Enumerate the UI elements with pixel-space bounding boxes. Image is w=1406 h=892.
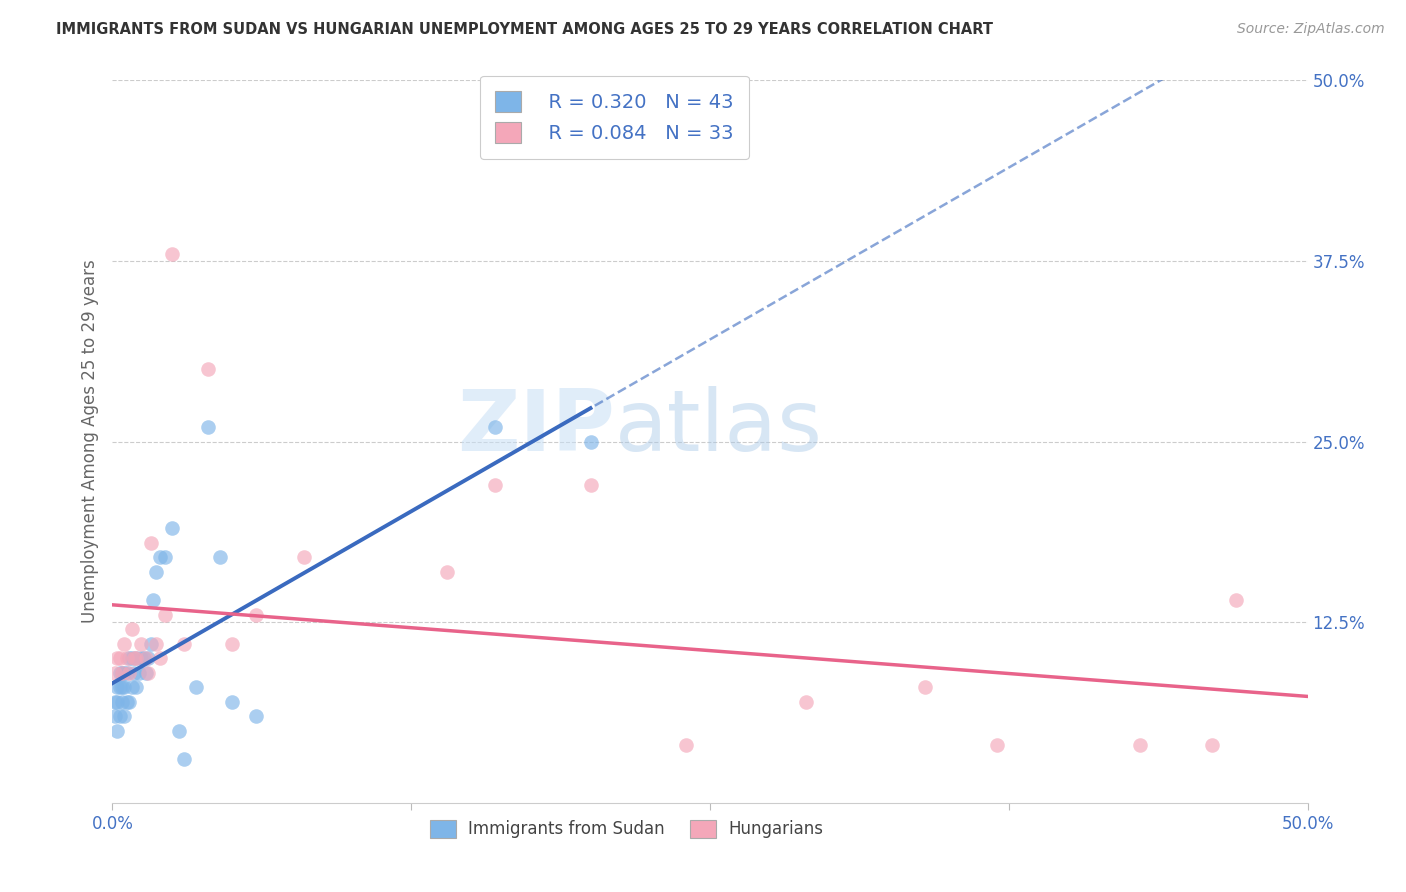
Point [115,695,138,709]
Point [125,680,148,694]
Point [221,637,243,651]
Point [132,651,155,665]
Point [108,665,131,680]
Point [111,665,134,680]
Point [129,651,152,665]
Point [153,550,176,565]
Point [104,695,127,709]
Point [122,651,145,665]
Point [122,665,145,680]
Point [579,478,602,492]
Text: ZIP: ZIP [457,385,614,468]
Point [111,665,134,680]
Point [145,637,167,651]
Point [142,593,165,607]
Y-axis label: Unemployment Among Ages 25 to 29 years: Unemployment Among Ages 25 to 29 years [80,260,98,624]
Point [111,695,134,709]
Point [139,637,162,651]
Point [104,709,127,723]
Point [111,680,134,694]
Point [118,695,141,709]
Legend: Immigrants from Sudan, Hungarians: Immigrants from Sudan, Hungarians [423,813,830,845]
Point [104,665,127,680]
Point [149,651,172,665]
Point [108,709,131,723]
Text: IMMIGRANTS FROM SUDAN VS HUNGARIAN UNEMPLOYMENT AMONG AGES 25 TO 29 YEARS CORREL: IMMIGRANTS FROM SUDAN VS HUNGARIAN UNEMP… [56,22,993,37]
Point [118,651,141,665]
Point [121,623,143,637]
Point [135,651,157,665]
Point [135,665,157,680]
Point [153,607,176,622]
Point [484,420,506,434]
Point [794,695,817,709]
Point [125,651,148,665]
Point [114,680,135,694]
Point [197,420,219,434]
Point [1129,738,1152,752]
Point [986,738,1008,752]
Point [105,680,128,694]
Point [128,665,150,680]
Point [173,752,195,766]
Point [121,651,143,665]
Point [114,637,135,651]
Point [484,478,506,492]
Point [139,535,162,549]
Point [162,246,183,260]
Point [108,680,131,694]
Point [221,695,243,709]
Point [121,680,143,694]
Point [245,607,267,622]
Point [162,521,183,535]
Text: atlas: atlas [614,385,823,468]
Point [245,709,267,723]
Point [209,550,232,565]
Point [149,550,172,565]
Point [105,723,128,738]
Point [114,665,135,680]
Point [1225,593,1247,607]
Point [105,695,128,709]
Point [115,665,138,680]
Point [138,665,160,680]
Point [145,565,167,579]
Point [173,637,195,651]
Point [129,637,152,651]
Point [125,651,148,665]
Point [675,738,697,752]
Point [108,651,131,665]
Point [138,651,160,665]
Point [914,680,936,694]
Text: Source: ZipAtlas.com: Source: ZipAtlas.com [1237,22,1385,37]
Point [115,651,138,665]
Point [579,434,602,449]
Point [292,550,315,565]
Point [1201,738,1223,752]
Point [197,362,219,376]
Point [105,651,128,665]
Point [436,565,458,579]
Point [169,723,191,738]
Point [118,665,141,680]
Point [186,680,208,694]
Point [114,709,135,723]
